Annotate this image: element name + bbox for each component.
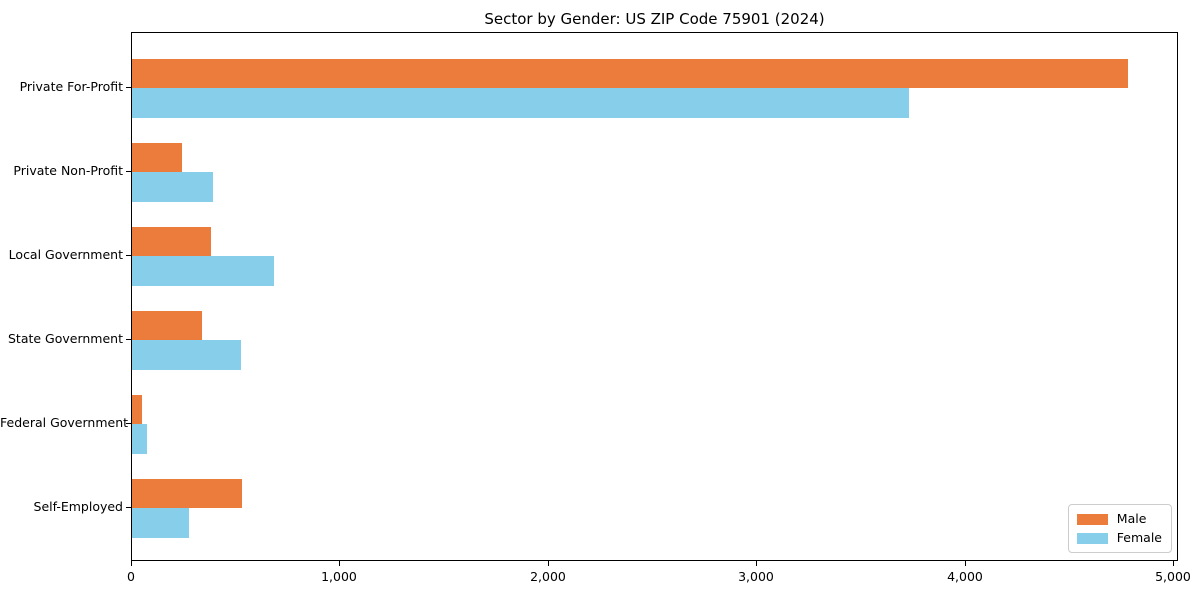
chart-title: Sector by Gender: US ZIP Code 75901 (202…	[484, 10, 825, 28]
bar-male-private-non-profit	[132, 142, 182, 173]
y-tick-label: Self-Employed	[33, 499, 123, 515]
legend-swatch-female-icon	[1076, 532, 1108, 544]
x-tick-mark	[339, 561, 340, 566]
bar-female-state-government	[132, 340, 241, 370]
x-tick-mark	[965, 561, 966, 566]
legend-swatch-male-icon	[1076, 513, 1108, 525]
x-tick-label: 4,000	[947, 569, 983, 584]
y-tick-label: Private For-Profit	[19, 79, 123, 95]
y-tick-mark	[126, 507, 131, 509]
x-tick-label: 1,000	[321, 569, 357, 584]
legend-entry-male: Male	[1076, 511, 1162, 526]
x-tick-mark	[1173, 561, 1174, 566]
y-tick-mark	[126, 171, 131, 173]
y-tick-mark	[126, 255, 131, 257]
y-tick-label: Federal Government	[0, 415, 129, 431]
bar-male-state-government	[132, 310, 202, 341]
y-tick-label: Local Government	[8, 247, 123, 263]
plot-area: Male Female	[131, 32, 1178, 561]
bar-female-self-employed	[132, 508, 189, 538]
bar-male-local-government	[132, 226, 211, 257]
x-tick-label: 3,000	[738, 569, 774, 584]
legend-entry-female: Female	[1076, 530, 1162, 545]
y-tick-label: State Government	[7, 331, 123, 347]
bar-female-private-non-profit	[132, 172, 213, 202]
x-tick-mark	[756, 561, 757, 566]
legend-label-female: Female	[1116, 530, 1162, 545]
bar-male-federal-government	[132, 394, 142, 425]
x-tick-label: 0	[127, 569, 135, 584]
bar-female-federal-government	[132, 424, 147, 454]
x-tick-label: 5,000	[1155, 569, 1191, 584]
y-tick-mark	[126, 423, 131, 425]
bar-female-private-for-profit	[132, 88, 909, 118]
x-tick-mark	[548, 561, 549, 566]
y-tick-mark	[126, 339, 131, 341]
x-tick-label: 2,000	[530, 569, 566, 584]
legend-label-male: Male	[1116, 511, 1147, 526]
y-tick-mark	[126, 87, 131, 89]
x-tick-mark	[131, 561, 132, 566]
bar-male-self-employed	[132, 478, 242, 509]
bar-male-private-for-profit	[132, 58, 1128, 89]
y-tick-label: Private Non-Profit	[13, 163, 123, 179]
legend: Male Female	[1067, 504, 1172, 553]
bar-female-local-government	[132, 256, 274, 286]
